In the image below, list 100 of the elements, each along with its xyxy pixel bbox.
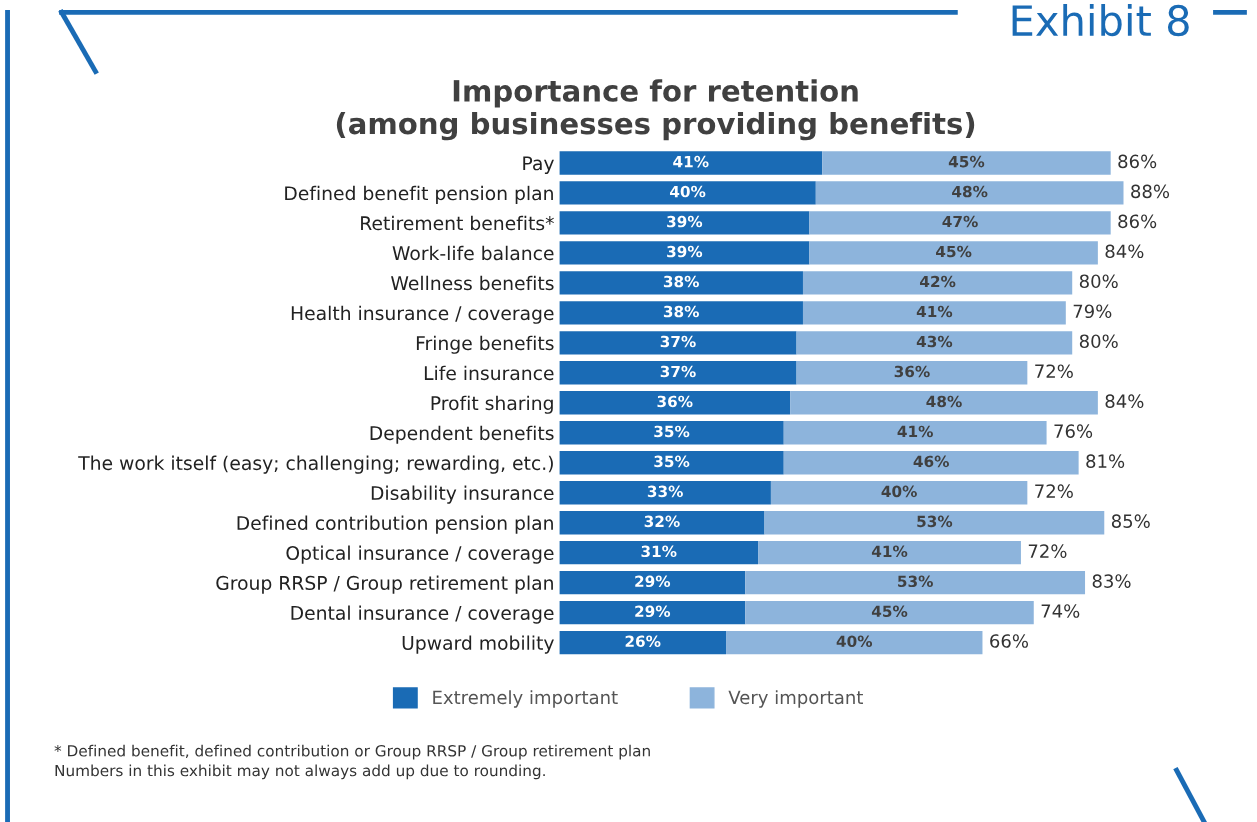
total-label: 80% <box>1079 334 1118 349</box>
chart-title: Importance for retention (among businesses providing benefits) <box>336 79 975 141</box>
data-label: 29% <box>635 575 671 588</box>
data-label: 33% <box>647 485 683 498</box>
y-tick-label: Profit sharing <box>431 395 553 414</box>
data-label: 39% <box>667 215 703 228</box>
data-label: 40% <box>669 185 706 198</box>
bar <box>790 391 1098 415</box>
bar <box>726 630 983 655</box>
data-label: 38% <box>663 275 699 288</box>
y-tick-label: Retirement benefits* <box>361 215 554 231</box>
data-label: 45% <box>936 245 972 258</box>
y-tick-label: Defined benefit pension plan <box>285 185 553 204</box>
total-label: 74% <box>1041 604 1080 618</box>
bar <box>822 151 1111 175</box>
data-label: 32% <box>644 515 680 528</box>
total-label: 81% <box>1086 454 1125 468</box>
data-label: 40% <box>881 485 917 498</box>
bar <box>559 331 797 355</box>
bar <box>559 391 791 415</box>
total-label: 66% <box>990 634 1029 648</box>
data-label: 53% <box>917 515 953 528</box>
total-label: 76% <box>1054 424 1093 438</box>
data-label: 41% <box>916 305 953 318</box>
total-label: 84% <box>1105 244 1144 259</box>
bar <box>770 481 1028 505</box>
total-label: 72% <box>1035 484 1073 498</box>
data-label: 53% <box>898 575 933 588</box>
data-label: 45% <box>871 605 908 618</box>
y-tick-label: Disability insurance <box>371 485 554 504</box>
bar <box>559 211 810 235</box>
data-label: 38% <box>663 305 699 318</box>
text: Numbers in this exhibit may not always add up due to rounding. <box>55 764 545 780</box>
total-label: 88% <box>1131 184 1170 199</box>
bar <box>802 301 1066 325</box>
total-label: 79% <box>1073 304 1112 319</box>
bar <box>559 481 771 505</box>
data-label: 48% <box>952 185 988 198</box>
total-label: 72% <box>1028 544 1067 558</box>
data-label: 41% <box>673 155 709 168</box>
total-label: 86% <box>1118 154 1157 169</box>
y-tick-label: Fringe benefits <box>416 335 554 354</box>
y-tick-label: Dependent benefits <box>370 425 554 444</box>
legend-label: Extremely important <box>433 690 618 708</box>
y-tick-label: Dental insurance / coverage <box>291 605 554 624</box>
data-label: 40% <box>836 635 873 648</box>
y-tick-label: Optical insurance / coverage <box>286 545 554 564</box>
bar <box>809 241 1098 265</box>
y-tick-label: Pay <box>523 156 554 174</box>
data-label: 37% <box>660 365 696 378</box>
bar <box>783 451 1079 475</box>
data-label: 45% <box>948 155 985 168</box>
data-label: 46% <box>913 455 949 468</box>
bar <box>559 451 784 475</box>
y-tick-label: Health insurance / coverage <box>291 305 554 324</box>
text: Exhibit 8 <box>1012 4 1189 37</box>
data-label: 26% <box>625 635 661 648</box>
bar <box>559 540 759 565</box>
bar <box>796 361 1028 385</box>
y-tick-label: Upward mobility <box>402 635 554 654</box>
data-label: 47% <box>942 215 978 228</box>
bar <box>559 600 746 625</box>
data-label: 43% <box>916 335 953 348</box>
data-label: 36% <box>657 395 693 408</box>
bar <box>559 570 746 595</box>
data-label: 35% <box>654 455 690 468</box>
y-tick-label: Work-life balance <box>392 245 554 261</box>
total-label: 84% <box>1105 394 1144 409</box>
total-label: 85% <box>1111 514 1150 528</box>
bar <box>745 570 1086 595</box>
y-tick-label: Defined contribution pension plan <box>237 515 553 534</box>
total-label: 83% <box>1092 574 1131 588</box>
bar <box>559 301 803 325</box>
bar <box>758 540 1021 565</box>
total-label: 72% <box>1035 364 1073 379</box>
data-label: 31% <box>641 545 677 558</box>
data-label: 29% <box>635 605 671 618</box>
bar <box>559 511 765 535</box>
bar <box>559 271 803 295</box>
bar <box>559 181 816 205</box>
y-tick-label: Wellness benefits <box>391 275 554 291</box>
bar <box>815 181 1124 205</box>
y-tick-label: Life insurance <box>424 365 554 381</box>
total-label: 86% <box>1118 214 1157 229</box>
data-label: 41% <box>871 545 908 558</box>
data-label: 48% <box>926 395 962 408</box>
bar <box>802 271 1073 295</box>
bar <box>559 151 823 175</box>
bar <box>796 331 1073 355</box>
data-label: 36% <box>894 365 930 378</box>
data-label: 41% <box>897 425 933 438</box>
y-tick-label: Group RRSP / Group retirement plan <box>216 575 553 594</box>
y-tick-label: The work itself (easy; challenging; rewarding, etc.) <box>78 455 553 474</box>
bar <box>559 630 727 655</box>
total-label: 80% <box>1079 274 1118 289</box>
data-label: 35% <box>654 425 690 438</box>
bar <box>745 600 1034 625</box>
bar <box>559 241 810 265</box>
bar <box>783 421 1047 445</box>
bar <box>559 421 784 445</box>
